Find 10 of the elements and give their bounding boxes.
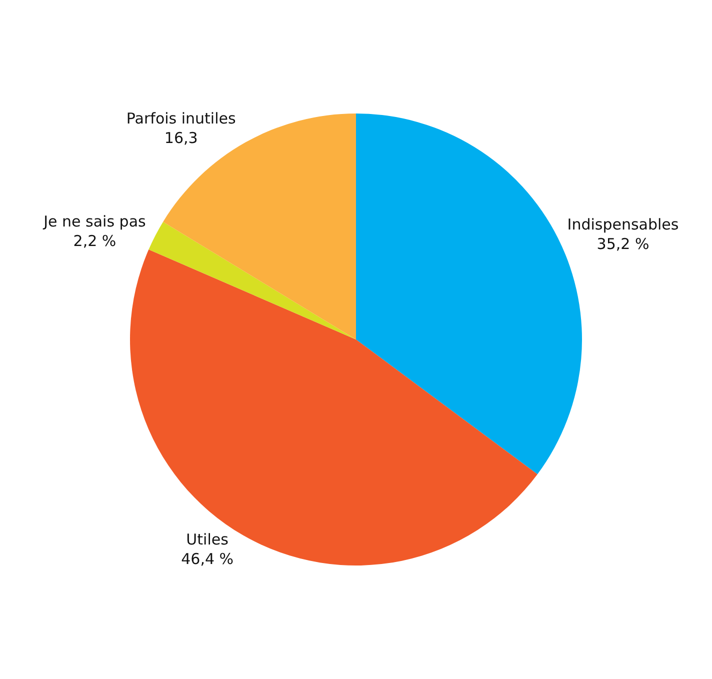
data-label: 46,4 %: [181, 550, 234, 568]
data-label: 16,3: [164, 128, 198, 147]
pie-slice: [148, 222, 356, 340]
data-label: 2,2 %: [73, 232, 116, 250]
slice-label: Indispensables: [567, 215, 679, 234]
pie-slice: [130, 250, 538, 566]
slice-label: Utiles: [186, 530, 229, 548]
slice-label: Parfois inutiles: [126, 109, 236, 128]
data-label: 35,2 %: [596, 234, 650, 253]
slice-label: Je ne sais pas: [42, 212, 146, 231]
